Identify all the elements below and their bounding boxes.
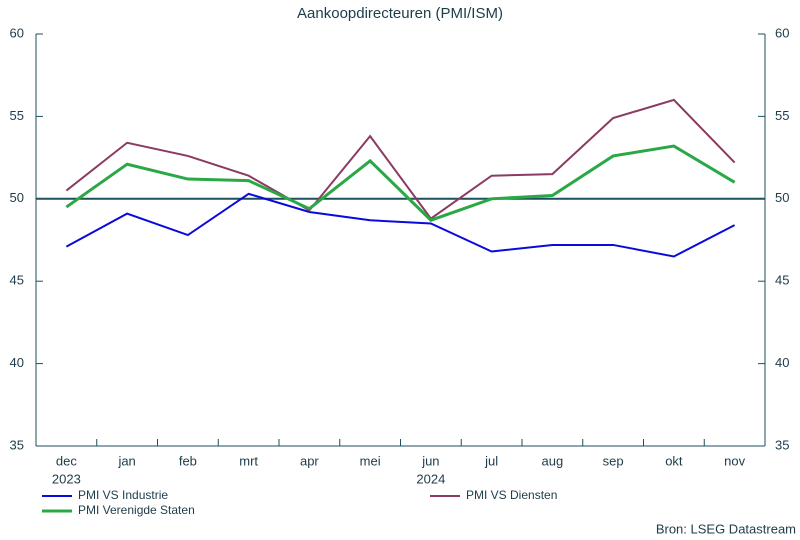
legend-label: PMI VS Industrie bbox=[78, 488, 168, 502]
source: Bron: LSEG Datastream bbox=[656, 521, 796, 536]
x-tick-label: jun bbox=[421, 453, 439, 468]
y-tick-label: 45 bbox=[10, 273, 24, 288]
series-line bbox=[65, 144, 736, 222]
year-label: 2024 bbox=[416, 471, 445, 486]
year-label: 2023 bbox=[52, 471, 81, 486]
y2-tick-label: 40 bbox=[775, 355, 789, 370]
legend-label: PMI Verenigde Staten bbox=[78, 503, 195, 517]
x-tick-label: jul bbox=[484, 453, 498, 468]
y-tick-label: 60 bbox=[10, 25, 24, 40]
y2-tick-label: 50 bbox=[775, 190, 789, 205]
x-tick-label: aug bbox=[542, 453, 564, 468]
y2-tick-label: 60 bbox=[775, 25, 789, 40]
series-line bbox=[65, 98, 736, 220]
x-tick-label: okt bbox=[665, 453, 683, 468]
legend-label: PMI VS Diensten bbox=[466, 488, 557, 502]
x-tick-label: nov bbox=[724, 453, 745, 468]
y-tick-label: 50 bbox=[10, 190, 24, 205]
chart-title: Aankoopdirecteuren (PMI/ISM) bbox=[297, 5, 503, 22]
x-tick-label: apr bbox=[300, 453, 319, 468]
series-line bbox=[65, 192, 736, 258]
x-tick-label: mrt bbox=[239, 453, 258, 468]
y-tick-label: 35 bbox=[10, 437, 24, 452]
y2-tick-label: 35 bbox=[775, 437, 789, 452]
x-tick-label: feb bbox=[179, 453, 197, 468]
y2-tick-label: 55 bbox=[775, 108, 789, 123]
x-tick-label: jan bbox=[117, 453, 135, 468]
x-tick-label: mei bbox=[360, 453, 381, 468]
y-tick-label: 55 bbox=[10, 108, 24, 123]
x-tick-label: sep bbox=[603, 453, 624, 468]
y2-tick-label: 45 bbox=[775, 273, 789, 288]
y-tick-label: 40 bbox=[10, 355, 24, 370]
x-tick-label: dec bbox=[56, 453, 77, 468]
